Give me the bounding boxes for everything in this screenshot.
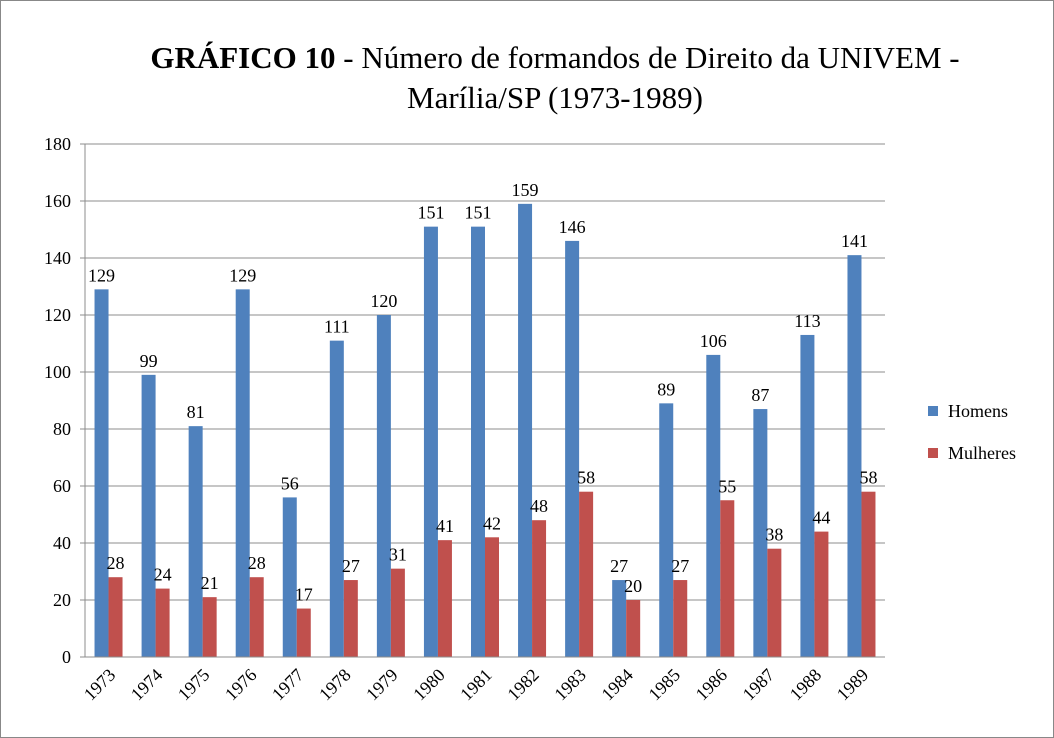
bar xyxy=(518,203,533,657)
bar xyxy=(141,374,156,657)
y-tick-label: 80 xyxy=(53,419,71,439)
bar xyxy=(235,289,250,657)
title-text: - Número de formandos de Direito da UNIV… xyxy=(343,40,960,115)
data-label: 55 xyxy=(718,476,736,496)
data-label: 58 xyxy=(577,468,595,488)
data-label: 129 xyxy=(88,265,115,285)
y-tick-label: 140 xyxy=(44,248,71,268)
data-label: 56 xyxy=(281,473,299,493)
bar xyxy=(94,289,109,657)
data-label: 89 xyxy=(657,379,675,399)
data-label: 28 xyxy=(248,553,266,573)
data-label: 41 xyxy=(436,516,454,536)
bar xyxy=(202,597,217,657)
bar xyxy=(376,315,391,657)
data-label: 146 xyxy=(559,217,586,237)
y-tick-label: 0 xyxy=(62,647,71,667)
bar xyxy=(673,580,688,657)
y-tick-label: 160 xyxy=(44,191,71,211)
bar xyxy=(626,600,641,657)
bar xyxy=(861,491,876,657)
bar xyxy=(390,568,405,657)
bar xyxy=(108,577,123,657)
title-label: GRÁFICO 10 xyxy=(150,40,336,75)
y-tick-label: 40 xyxy=(53,533,71,553)
data-label: 113 xyxy=(794,311,820,331)
data-label: 27 xyxy=(671,556,689,576)
data-label: 58 xyxy=(859,468,877,488)
y-tick-label: 180 xyxy=(44,134,71,154)
data-label: 81 xyxy=(187,402,205,422)
data-label: 159 xyxy=(512,180,539,200)
data-label: 38 xyxy=(765,525,783,545)
bar xyxy=(437,540,452,657)
chart-title: GRÁFICO 10 - Número de formandos de Dire… xyxy=(150,38,960,118)
data-label: 99 xyxy=(140,351,158,371)
data-label: 42 xyxy=(483,513,501,533)
legend-label: Homens xyxy=(948,401,1008,421)
legend-swatch xyxy=(928,406,938,416)
bar xyxy=(720,500,735,657)
bar xyxy=(706,354,721,657)
bar xyxy=(659,403,674,657)
data-label: 27 xyxy=(610,556,628,576)
bar xyxy=(249,577,264,657)
data-label: 20 xyxy=(624,576,642,596)
data-label: 24 xyxy=(154,565,172,585)
bar xyxy=(329,340,344,657)
data-label: 17 xyxy=(295,585,313,605)
data-label: 21 xyxy=(201,573,219,593)
legend-label: Mulheres xyxy=(948,443,1016,463)
data-label: 106 xyxy=(700,331,727,351)
data-label: 129 xyxy=(229,265,256,285)
data-label: 48 xyxy=(530,496,548,516)
y-tick-label: 120 xyxy=(44,305,71,325)
bar xyxy=(296,608,311,657)
legend-swatch xyxy=(928,448,938,458)
bar xyxy=(471,226,485,657)
bar xyxy=(767,548,782,657)
bar xyxy=(753,409,768,657)
data-label: 141 xyxy=(841,231,868,251)
data-label: 28 xyxy=(107,553,125,573)
bar xyxy=(847,255,862,657)
data-label: 111 xyxy=(324,317,350,337)
data-label: 31 xyxy=(389,545,407,565)
bar xyxy=(579,491,594,657)
data-label: 151 xyxy=(465,203,492,223)
bar xyxy=(343,580,358,657)
data-label: 151 xyxy=(417,203,444,223)
bar xyxy=(565,240,580,657)
data-label: 120 xyxy=(370,291,397,311)
data-label: 87 xyxy=(751,385,769,405)
bar xyxy=(485,537,499,657)
bar xyxy=(814,531,829,657)
bar xyxy=(532,520,547,657)
y-tick-label: 20 xyxy=(53,590,71,610)
bar xyxy=(282,497,297,657)
y-tick-label: 100 xyxy=(44,362,71,382)
bar xyxy=(612,580,627,657)
bar xyxy=(423,226,438,657)
bar xyxy=(155,588,170,657)
data-label: 27 xyxy=(342,556,360,576)
bar xyxy=(188,426,203,657)
y-tick-label: 60 xyxy=(53,476,71,496)
data-label: 44 xyxy=(812,508,830,528)
bar xyxy=(800,334,815,657)
